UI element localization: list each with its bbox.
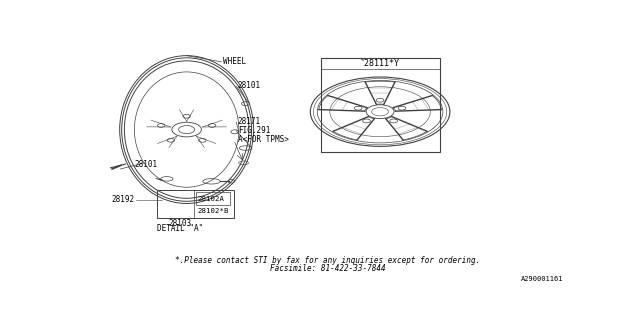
Text: A290001161: A290001161 (521, 276, 564, 282)
Text: ‶28111*Y: ‶28111*Y (360, 59, 400, 68)
Text: WHEEL: WHEEL (223, 57, 246, 66)
Bar (157, 190, 234, 218)
Text: *.Please contact STI by fax for any inquiries except for ordering.: *.Please contact STI by fax for any inqu… (175, 256, 481, 265)
Text: 28102A: 28102A (198, 196, 225, 202)
Text: FIG.291: FIG.291 (237, 126, 270, 135)
Text: 28101: 28101 (237, 82, 261, 91)
Text: 28192: 28192 (111, 195, 134, 204)
Text: 28171: 28171 (237, 117, 261, 126)
Text: 28101: 28101 (134, 160, 157, 169)
Text: 28102*B: 28102*B (198, 208, 229, 214)
Text: Facsimile: 81-422-33-7844: Facsimile: 81-422-33-7844 (270, 264, 386, 273)
Text: A<FOR TPMS>: A<FOR TPMS> (237, 135, 289, 144)
Bar (196, 192, 230, 205)
Bar (321, 58, 440, 152)
Text: DETAIL "A": DETAIL "A" (157, 224, 203, 233)
Text: 28103: 28103 (168, 219, 191, 228)
